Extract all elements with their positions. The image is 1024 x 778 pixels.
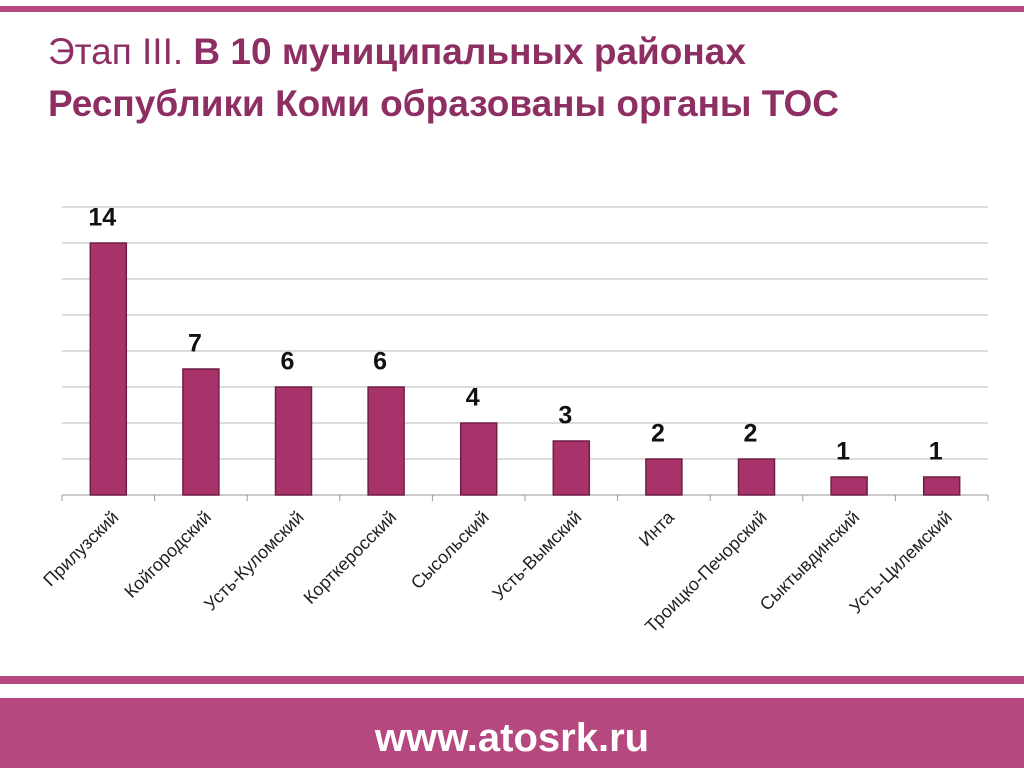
footer-url: www.atosrk.ru: [0, 698, 1024, 768]
stage: Этап III.: [48, 31, 184, 72]
x-tick-label: Усть-Куломский: [200, 507, 307, 614]
x-tick-label: Койгородский: [120, 507, 215, 602]
title: В 10 муниципальных районах Республики Ко…: [48, 31, 839, 124]
data-label: 4: [466, 384, 480, 412]
x-tick-label: Усть-Вымский: [489, 507, 586, 604]
bar: [367, 386, 405, 496]
bar: [645, 458, 683, 496]
data-label: 2: [744, 420, 758, 448]
slide-title: Этап III. В 10 муниципальных районах Рес…: [48, 26, 928, 130]
bar: [830, 476, 868, 496]
chart: Прилузский14Койгородский7Усть-Куломский6…: [39, 204, 989, 637]
data-label: 1: [929, 438, 943, 466]
bar: [182, 368, 220, 496]
x-tick-label: Усть-Цилемский: [846, 507, 956, 617]
data-label: 7: [188, 330, 202, 358]
x-tick-label: Корткеросский: [300, 507, 401, 608]
bar: [737, 458, 776, 496]
x-tick-label: Сыктывдинский: [756, 507, 864, 615]
data-label: 6: [373, 348, 387, 376]
data-label: 2: [651, 420, 665, 448]
x-tick-label: Инта: [635, 506, 679, 550]
bottom-line: [0, 676, 1024, 684]
top-bar: [0, 6, 1024, 12]
bar: [274, 386, 313, 496]
data-label: 14: [88, 204, 116, 232]
data-label: 6: [281, 348, 295, 376]
data-label: 3: [558, 402, 572, 430]
x-tick-label: Сысольский: [407, 507, 493, 593]
bar: [459, 422, 498, 496]
data-label: 1: [836, 438, 850, 466]
bar: [552, 440, 591, 496]
x-tick-label: Прилузский: [39, 507, 122, 590]
bar: [922, 476, 961, 496]
bar: [89, 242, 128, 496]
